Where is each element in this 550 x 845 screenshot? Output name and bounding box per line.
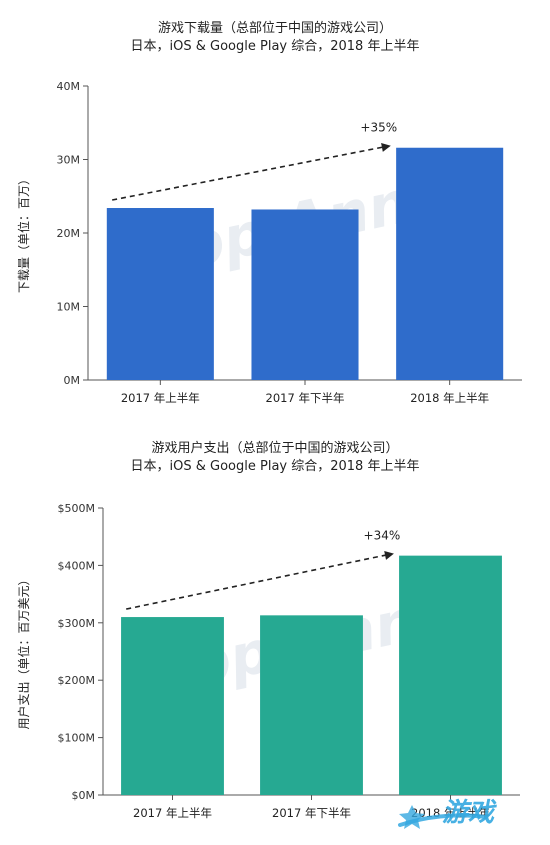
growth-arrow-head-icon xyxy=(384,551,394,560)
y-tick-label: 30M xyxy=(57,154,81,167)
y-tick-label: 40M xyxy=(57,80,81,93)
y-axis-label: 用户支出（单位：百万美元） xyxy=(16,573,31,729)
bar xyxy=(106,208,214,380)
chart-title: 游戏用户支出（总部位于中国的游戏公司） xyxy=(151,441,399,456)
y-tick-label: $0M xyxy=(72,789,96,802)
downloads-chart: 游戏下载量（总部位于中国的游戏公司） 日本，iOS & Google Play … xyxy=(0,0,550,420)
x-tick-label: 2018 年上半年 xyxy=(410,391,489,405)
x-tick-label: 2017 年上半年 xyxy=(133,806,212,820)
spending-plot: App Annie$0M$100M$200M$300M$400M$500M用户支… xyxy=(16,502,520,820)
corner-logo: 游戏 xyxy=(398,798,497,829)
x-tick-label: 2017 年下半年 xyxy=(266,391,345,405)
x-tick-label: 2017 年下半年 xyxy=(272,806,351,820)
y-tick-label: $300M xyxy=(58,617,96,630)
bar xyxy=(260,615,363,795)
y-tick-label: $200M xyxy=(58,674,96,687)
logo-text: 游戏 xyxy=(442,798,497,828)
y-tick-label: $100M xyxy=(58,732,96,745)
y-tick-label: 0M xyxy=(64,374,81,387)
spending-chart: 游戏用户支出（总部位于中国的游戏公司） 日本，iOS & Google Play… xyxy=(0,430,550,845)
x-tick-label: 2017 年上半年 xyxy=(121,391,200,405)
growth-arrow-head-icon xyxy=(381,143,391,152)
growth-label: +34% xyxy=(364,529,401,543)
y-tick-label: $500M xyxy=(58,502,96,515)
chart-title-block: 游戏下载量（总部位于中国的游戏公司） 日本，iOS & Google Play … xyxy=(0,20,550,56)
y-axis-label: 下载量（单位：百万） xyxy=(16,173,31,293)
chart-subtitle: 日本，iOS & Google Play 综合，2018 年上半年 xyxy=(130,39,420,54)
chart-subtitle: 日本，iOS & Google Play 综合，2018 年上半年 xyxy=(130,459,420,474)
y-tick-label: 10M xyxy=(57,301,81,314)
bar xyxy=(121,617,224,795)
chart-title: 游戏下载量（总部位于中国的游戏公司） xyxy=(157,21,392,36)
growth-label: +35% xyxy=(360,121,397,135)
bar xyxy=(399,555,502,795)
chart-title-block: 游戏用户支出（总部位于中国的游戏公司） 日本，iOS & Google Play… xyxy=(0,440,550,476)
growth-arrow-line xyxy=(112,145,385,201)
bar xyxy=(396,147,504,380)
y-tick-label: 20M xyxy=(57,227,81,240)
bar xyxy=(251,209,359,380)
y-tick-label: $400M xyxy=(58,559,96,572)
logo-star-icon xyxy=(399,805,425,829)
